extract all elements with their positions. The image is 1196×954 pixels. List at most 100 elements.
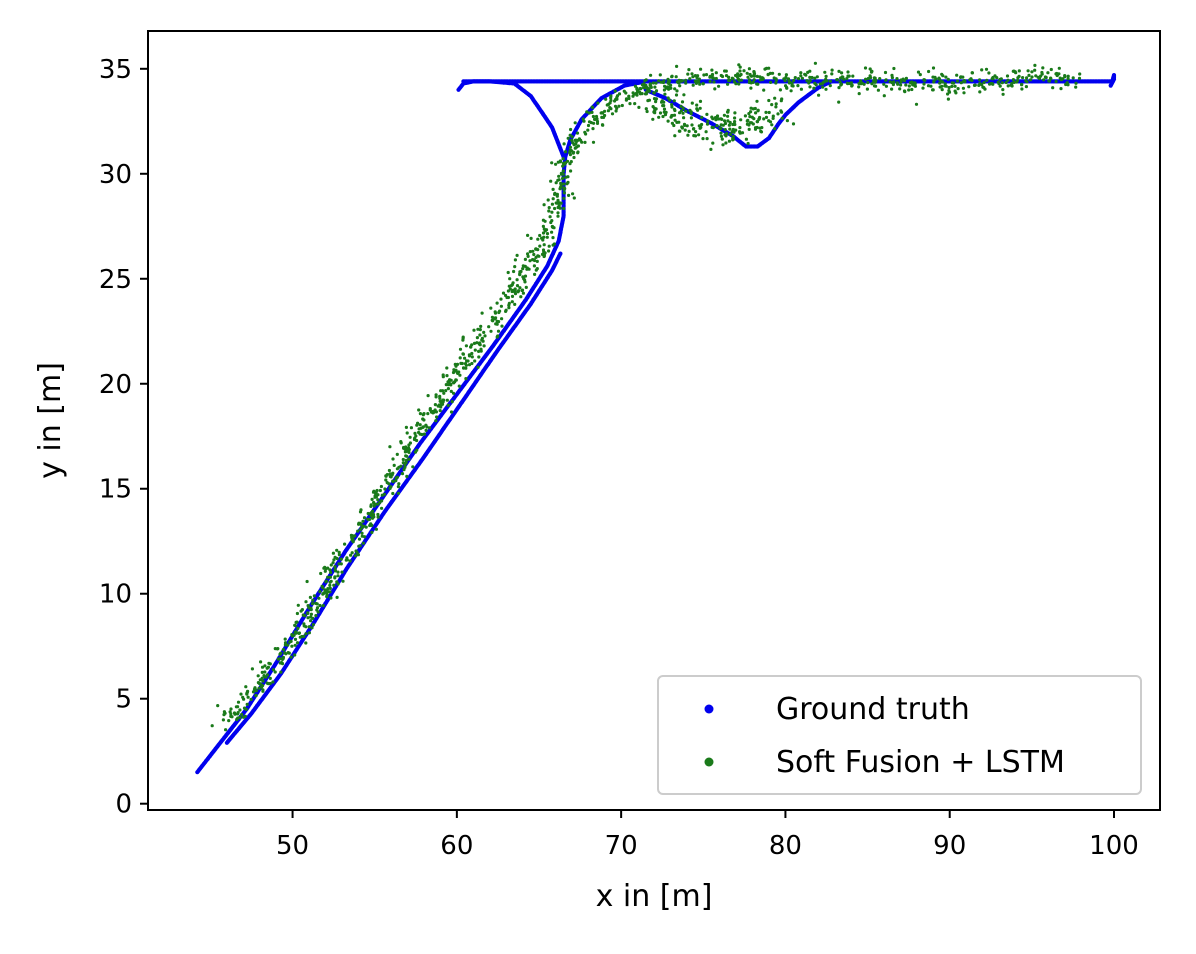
- soft-fusion-point: [749, 86, 753, 90]
- soft-fusion-point: [550, 210, 554, 214]
- soft-fusion-point: [454, 378, 458, 382]
- soft-fusion-point: [637, 105, 641, 109]
- soft-fusion-point: [573, 146, 577, 150]
- soft-fusion-point: [319, 571, 323, 576]
- soft-fusion-point: [576, 151, 580, 155]
- soft-fusion-point: [837, 69, 841, 73]
- soft-fusion-point: [417, 408, 421, 412]
- soft-fusion-point: [977, 83, 981, 87]
- soft-fusion-point: [438, 399, 442, 403]
- soft-fusion-point: [681, 106, 685, 110]
- soft-fusion-point: [670, 75, 674, 79]
- soft-fusion-point: [808, 69, 812, 73]
- soft-fusion-point: [528, 259, 532, 263]
- soft-fusion-point: [447, 379, 451, 383]
- soft-fusion-point: [632, 92, 636, 96]
- soft-fusion-point: [559, 172, 564, 176]
- soft-fusion-point: [293, 630, 297, 634]
- soft-fusion-point: [337, 553, 341, 557]
- soft-fusion-point: [556, 198, 560, 202]
- soft-fusion-point: [987, 71, 991, 75]
- soft-fusion-point: [922, 78, 927, 82]
- soft-fusion-point: [293, 653, 297, 657]
- soft-fusion-point: [542, 243, 546, 247]
- soft-fusion-point: [654, 97, 659, 101]
- soft-fusion-point: [452, 381, 456, 385]
- soft-fusion-point: [300, 608, 304, 612]
- soft-fusion-point: [551, 243, 555, 247]
- soft-fusion-point: [704, 73, 709, 77]
- soft-fusion-point: [902, 89, 907, 93]
- soft-fusion-point: [863, 66, 868, 70]
- soft-fusion-point: [675, 120, 679, 124]
- soft-fusion-point: [562, 142, 566, 146]
- soft-fusion-point: [837, 86, 841, 90]
- soft-fusion-point: [246, 689, 250, 693]
- soft-fusion-point: [283, 637, 287, 641]
- soft-fusion-point: [884, 84, 889, 88]
- soft-fusion-point: [364, 525, 368, 529]
- soft-fusion-point: [710, 72, 715, 77]
- soft-fusion-point: [839, 82, 844, 86]
- soft-fusion-point: [789, 89, 793, 93]
- soft-fusion-point: [739, 118, 743, 122]
- soft-fusion-point: [1074, 81, 1078, 85]
- soft-fusion-point: [682, 116, 686, 120]
- soft-fusion-point: [461, 352, 465, 356]
- soft-fusion-point: [526, 254, 530, 258]
- soft-fusion-point: [261, 679, 265, 683]
- soft-fusion-point: [257, 686, 261, 690]
- soft-fusion-point: [654, 89, 659, 93]
- soft-fusion-point: [728, 78, 732, 83]
- soft-fusion-point: [997, 82, 1001, 86]
- soft-fusion-point: [592, 121, 596, 125]
- soft-fusion-point: [311, 623, 315, 627]
- soft-fusion-point: [221, 718, 225, 722]
- soft-fusion-point: [422, 432, 426, 436]
- soft-fusion-point: [685, 124, 689, 128]
- soft-fusion-point: [796, 77, 801, 81]
- soft-fusion-point: [569, 160, 573, 164]
- soft-fusion-point: [273, 670, 277, 674]
- soft-fusion-point: [555, 201, 559, 205]
- soft-fusion-point: [882, 94, 886, 98]
- soft-fusion-point: [596, 101, 600, 105]
- soft-fusion-point: [467, 354, 472, 358]
- soft-fusion-point: [947, 85, 951, 90]
- soft-fusion-point: [418, 412, 422, 416]
- soft-fusion-point: [1021, 76, 1025, 80]
- soft-fusion-point: [496, 329, 501, 333]
- soft-fusion-point: [360, 531, 364, 535]
- soft-fusion-point: [627, 94, 631, 98]
- soft-fusion-point: [684, 81, 688, 85]
- soft-fusion-point: [329, 570, 333, 575]
- soft-fusion-point: [378, 501, 382, 505]
- soft-fusion-point: [511, 281, 515, 285]
- soft-fusion-point: [446, 387, 450, 391]
- soft-fusion-point: [914, 102, 919, 106]
- soft-fusion-point: [521, 291, 526, 295]
- soft-fusion-point: [526, 233, 530, 237]
- soft-fusion-point: [728, 127, 732, 131]
- soft-fusion-point: [366, 511, 370, 516]
- x-tick-label: 60: [440, 831, 473, 861]
- soft-fusion-point: [375, 488, 379, 493]
- soft-fusion-point: [876, 88, 881, 92]
- soft-fusion-point: [904, 76, 909, 80]
- soft-fusion-point: [953, 84, 957, 88]
- soft-fusion-point: [721, 143, 725, 147]
- soft-fusion-point: [705, 122, 710, 126]
- soft-fusion-point: [362, 516, 367, 520]
- soft-fusion-point: [457, 384, 461, 388]
- soft-fusion-point: [499, 297, 503, 301]
- soft-fusion-point: [550, 219, 554, 223]
- soft-fusion-point: [770, 123, 774, 127]
- y-tick-label: 30: [99, 160, 132, 190]
- soft-fusion-point: [673, 134, 677, 138]
- soft-fusion-point: [415, 438, 419, 443]
- soft-fusion-point: [673, 87, 677, 91]
- soft-fusion-point: [753, 127, 758, 131]
- soft-fusion-point: [498, 309, 502, 313]
- soft-fusion-point: [312, 594, 316, 598]
- soft-fusion-point: [591, 140, 596, 144]
